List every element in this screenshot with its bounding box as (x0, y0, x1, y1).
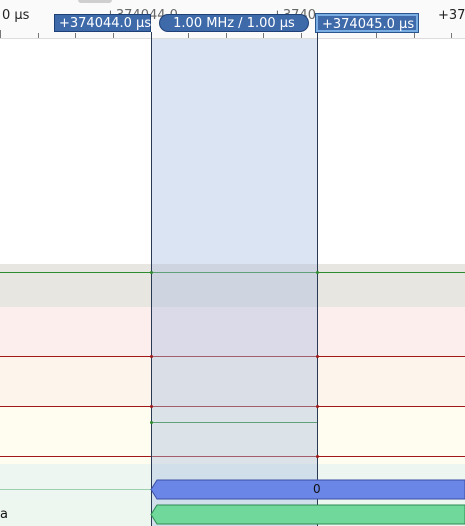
cursor-dot (150, 421, 153, 424)
cursor-selection-region[interactable] (151, 39, 317, 526)
left-cursor-flag[interactable]: +374044.0 µs (54, 14, 151, 32)
right-cursor-flag[interactable]: +374045.0 µs (316, 14, 418, 32)
cursor-interval-pill[interactable]: 1.00 MHz / 1.00 µs (159, 14, 309, 32)
ruler-tick (38, 33, 39, 38)
ruler-tick (414, 33, 415, 38)
trace-row-3[interactable] (0, 357, 465, 407)
trace-row-1[interactable] (0, 264, 465, 307)
ruler-label-right: +37 (438, 8, 465, 23)
ruler-tick (75, 33, 76, 38)
cursor-dot (316, 405, 319, 408)
ruler-tick (188, 33, 189, 38)
ruler-tick (301, 33, 302, 38)
ruler-label-left: 0 µs (2, 8, 30, 23)
bus-value-label: 0 (313, 482, 321, 496)
decoder-baseline (0, 489, 152, 490)
cursor-dot (316, 271, 319, 274)
cursor-dot (150, 405, 153, 408)
top-scrollbar-thumb[interactable] (78, 0, 112, 3)
cursor-dot (150, 355, 153, 358)
time-ruler[interactable]: 0 µs +374044.0 +3740 +37 +374044.0 µs 1.… (0, 0, 465, 39)
ruler-tick (226, 33, 227, 38)
ruler-tick (451, 33, 452, 38)
bus-segment-green[interactable] (150, 504, 465, 525)
bus-segment-blue[interactable] (150, 479, 465, 500)
trace-line-red-2 (0, 406, 465, 407)
cursor-dot (316, 355, 319, 358)
ruler-tick (376, 33, 377, 38)
ruler-tick (0, 30, 1, 38)
trace-pulse-high (151, 422, 317, 423)
trace-line-red-3 (0, 456, 465, 457)
cursor-dot (150, 271, 153, 274)
trace-line-green (0, 272, 465, 273)
ruler-tick (113, 33, 114, 38)
left-cursor-line[interactable] (151, 32, 152, 526)
empty-trace-area (0, 39, 465, 264)
cursor-dot (316, 455, 319, 458)
trace-row-2[interactable] (0, 307, 465, 357)
ruler-tick (263, 33, 264, 38)
trace-row-4[interactable] (0, 407, 465, 464)
trace-line-red-1 (0, 356, 465, 357)
channel-label-fragment: a (0, 507, 8, 522)
right-cursor-line[interactable] (317, 32, 318, 526)
